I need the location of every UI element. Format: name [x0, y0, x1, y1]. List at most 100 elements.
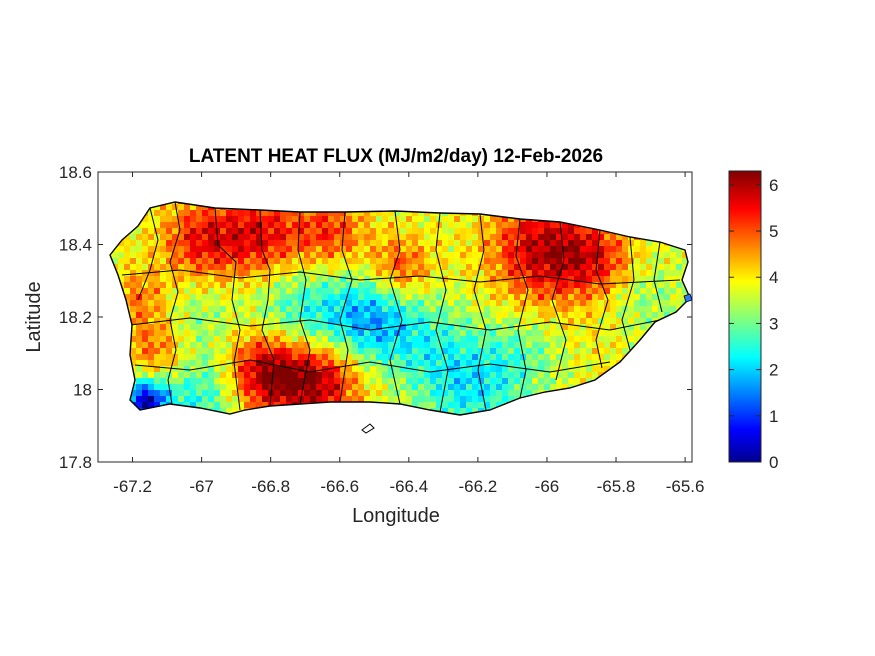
heat-cell — [232, 228, 239, 235]
heat-cell — [376, 228, 383, 235]
heat-cell — [142, 300, 149, 307]
heat-cell — [424, 306, 431, 313]
heat-cell — [484, 216, 491, 223]
heat-cell — [586, 258, 593, 265]
heat-cell — [340, 258, 347, 265]
heat-cell — [502, 306, 509, 313]
heat-cell — [304, 252, 311, 259]
heat-cell — [382, 222, 389, 229]
heat-cell — [226, 354, 233, 361]
heat-cell — [472, 402, 479, 409]
heat-cell — [454, 396, 461, 403]
heat-cell — [382, 252, 389, 259]
heat-cell — [250, 246, 257, 253]
heat-cell — [532, 390, 539, 397]
heat-cell — [670, 288, 677, 295]
heat-cell — [472, 234, 479, 241]
heat-cell — [280, 360, 287, 367]
heat-cell — [232, 408, 239, 415]
heat-cell — [646, 282, 653, 289]
heat-cell — [370, 306, 377, 313]
heat-cell — [610, 294, 617, 301]
heat-cell — [376, 234, 383, 241]
heat-cell — [640, 306, 647, 313]
heat-cell — [316, 276, 323, 283]
heat-cell — [268, 306, 275, 313]
heat-cell — [508, 252, 515, 259]
heat-cell — [322, 222, 329, 229]
heat-cell — [178, 252, 185, 259]
heat-cell — [148, 222, 155, 229]
heat-cell — [190, 306, 197, 313]
heat-cell — [214, 282, 221, 289]
heat-cell — [130, 324, 137, 331]
heat-cell — [352, 390, 359, 397]
heat-cell — [214, 360, 221, 367]
heat-cell — [226, 216, 233, 223]
heat-cell — [310, 324, 317, 331]
heat-cell — [262, 252, 269, 259]
heat-cell — [364, 270, 371, 277]
heat-cell — [604, 324, 611, 331]
heat-cell — [430, 246, 437, 253]
heat-cell — [142, 360, 149, 367]
heat-cell — [364, 294, 371, 301]
heat-cell — [586, 306, 593, 313]
heat-cell — [484, 402, 491, 409]
colorbar-tick-label: 0 — [769, 453, 778, 472]
heat-cell — [460, 234, 467, 241]
heat-cell — [358, 372, 365, 379]
heat-cell — [298, 360, 305, 367]
heat-cell — [208, 276, 215, 283]
heat-cell — [244, 384, 251, 391]
heat-cell — [304, 330, 311, 337]
heat-cell — [244, 330, 251, 337]
heat-cell — [178, 384, 185, 391]
heat-cell — [328, 264, 335, 271]
heat-cell — [568, 318, 575, 325]
heat-cell — [454, 252, 461, 259]
heat-cell — [178, 324, 185, 331]
heat-cell — [340, 282, 347, 289]
heat-cell — [592, 348, 599, 355]
heat-cell — [508, 246, 515, 253]
heat-cell — [118, 264, 125, 271]
heat-cell — [178, 318, 185, 325]
heat-cell — [214, 258, 221, 265]
heat-cell — [556, 258, 563, 265]
heat-cell — [166, 390, 173, 397]
heat-cell — [238, 318, 245, 325]
heat-cell — [454, 216, 461, 223]
heat-cell — [346, 282, 353, 289]
heat-cell — [316, 354, 323, 361]
heat-cell — [478, 342, 485, 349]
heat-cell — [478, 276, 485, 283]
heat-cell — [496, 378, 503, 385]
heat-cell — [484, 294, 491, 301]
heat-cell — [202, 312, 209, 319]
heat-cell — [304, 282, 311, 289]
heat-cell — [142, 282, 149, 289]
heat-cell — [160, 366, 167, 373]
heat-cell — [652, 306, 659, 313]
heat-cell — [502, 228, 509, 235]
heat-cell — [502, 312, 509, 319]
heat-cell — [370, 258, 377, 265]
heat-cell — [172, 276, 179, 283]
heat-cell — [316, 258, 323, 265]
heat-cell — [460, 372, 467, 379]
heat-cell — [526, 288, 533, 295]
heat-cell — [526, 228, 533, 235]
heat-cell — [574, 306, 581, 313]
heat-cell — [490, 222, 497, 229]
heat-cell — [574, 372, 581, 379]
heat-cell — [310, 300, 317, 307]
heat-cell — [556, 270, 563, 277]
heat-cell — [448, 384, 455, 391]
heat-cell — [478, 318, 485, 325]
heat-cell — [364, 342, 371, 349]
heat-cell — [250, 264, 257, 271]
heat-cell — [550, 366, 557, 373]
heat-cell — [550, 354, 557, 361]
heat-cell — [502, 324, 509, 331]
